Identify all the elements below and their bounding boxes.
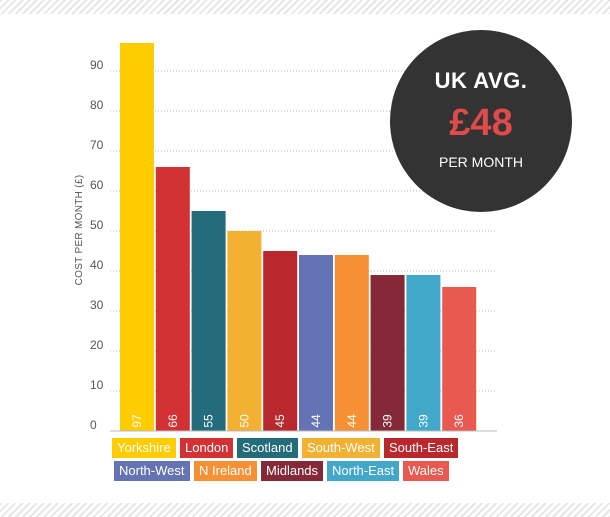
bars: 97 66 55 50 45 44 44 39 39 36 [120, 43, 477, 431]
legend-item-scotland: Scotland [237, 438, 298, 458]
bar-north-west [299, 255, 333, 431]
y-tick-label: 20 [90, 338, 104, 352]
bar-value-label: 44 [345, 414, 359, 428]
bar-value-label: 45 [273, 414, 287, 428]
y-tick-label: 50 [90, 218, 104, 232]
bar-value-label: 39 [416, 414, 430, 428]
legend-item-london: London [180, 438, 234, 458]
legend-item-midlands: Midlands [261, 461, 324, 481]
legend-item-south-west: South-West [302, 438, 380, 458]
legend-item-wales: Wales [403, 461, 449, 481]
decorative-stripe-bottom [0, 503, 610, 517]
bar-value-label: 55 [202, 414, 216, 428]
uk-average-value: £48 [449, 102, 513, 144]
decorative-stripe-top [0, 0, 610, 14]
bar-midlands [370, 275, 405, 431]
bar-n-ireland [334, 255, 369, 431]
legend-item-north-east: North-East [327, 461, 400, 481]
bar-value-label: 36 [452, 414, 466, 428]
y-tick-label: 0 [90, 418, 97, 432]
y-tick-label: 90 [90, 58, 104, 72]
bar-north-east [406, 275, 441, 431]
bar-value-label: 44 [309, 414, 323, 428]
y-tick-label: 60 [90, 178, 104, 192]
bar-value-label: 50 [237, 414, 251, 428]
uk-average-badge: UK AVG. £48 PER MONTH [390, 30, 572, 212]
y-tick-label: 30 [90, 298, 104, 312]
bar-yorkshire [120, 43, 154, 431]
y-axis-ticks: 0 10 20 30 40 50 60 70 80 90 [90, 58, 104, 432]
y-tick-label: 10 [90, 378, 104, 392]
y-tick-label: 80 [90, 98, 104, 112]
legend-item-n-ireland: N Ireland [194, 461, 257, 481]
y-axis-label: COST PER MONTH (£) [74, 175, 85, 286]
bar-south-west [227, 231, 262, 431]
bar-value-label: 97 [130, 414, 144, 428]
bar-london [155, 167, 190, 431]
bar-value-label: 66 [166, 414, 180, 428]
legend-item-yorkshire: Yorkshire [112, 438, 176, 458]
uk-average-subtitle: PER MONTH [439, 154, 523, 170]
y-tick-label: 70 [90, 138, 104, 152]
bar-wales [442, 287, 477, 431]
legend-item-south-east: South-East [384, 438, 459, 458]
legend-item-north-west: North-West [114, 461, 190, 481]
bar-south-east [263, 251, 298, 431]
bar-value-label: 39 [381, 414, 395, 428]
y-tick-label: 40 [90, 258, 104, 272]
bar-scotland [191, 211, 226, 431]
uk-average-title: UK AVG. [434, 68, 528, 93]
